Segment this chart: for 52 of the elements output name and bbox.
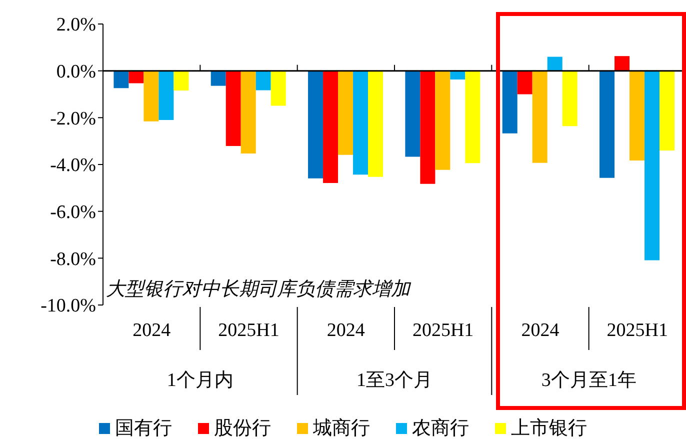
text: 1个月内 [166, 369, 234, 393]
bar [368, 70, 384, 177]
bar [114, 70, 129, 88]
annotation: 大型银行对中长期司库负债需求增加 [106, 278, 410, 302]
y-tick-label: -10.0% [40, 296, 96, 317]
text: 3个月至1年 [540, 369, 638, 393]
x-tick-label: 2024 [132, 320, 172, 342]
legend-label: 国有行 [115, 417, 172, 439]
bar [144, 70, 159, 122]
bar [562, 70, 578, 126]
bar [256, 70, 271, 90]
bar [353, 70, 368, 175]
x-tick-label: 2024 [520, 320, 560, 342]
y-tick-label: -8.0% [50, 248, 96, 270]
legend-label: 上市银行 [511, 417, 587, 439]
bar [405, 70, 420, 157]
y-tick-label: 2.0% [56, 14, 96, 36]
y-tick-label: -6.0% [50, 202, 96, 224]
bar [547, 56, 562, 71]
bar [323, 70, 338, 183]
text: 1至3个月 [355, 369, 434, 393]
bar [270, 70, 286, 106]
bar [240, 70, 256, 154]
bar [338, 70, 354, 155]
bar [614, 56, 630, 71]
bar [532, 70, 548, 163]
x-tick-label: 2025H1 [606, 320, 670, 342]
bar [308, 70, 324, 178]
x-tick-label: 2025H1 [217, 320, 280, 342]
y-tick-label: -2.0% [50, 108, 96, 130]
bar [600, 70, 615, 178]
bar [128, 70, 144, 84]
bar [517, 70, 532, 94]
legend-label: 城商行 [313, 417, 370, 439]
legend-label: 股份行 [214, 417, 271, 439]
bar [174, 70, 189, 91]
x-tick-label: 2025H1 [411, 320, 475, 342]
bar [465, 70, 480, 164]
bar [644, 70, 660, 260]
bar [226, 70, 241, 146]
bar [210, 70, 226, 86]
legend-label: 农商行 [412, 417, 469, 439]
bar [420, 70, 436, 184]
bar [158, 70, 174, 120]
bar [435, 70, 450, 170]
bar [630, 70, 645, 161]
x-tick-label: 2024 [326, 320, 366, 342]
bar [450, 70, 466, 80]
bar [660, 70, 675, 150]
y-tick-label: -4.0% [50, 155, 96, 176]
bar [502, 70, 518, 134]
y-tick-label: 0.0% [56, 62, 96, 83]
